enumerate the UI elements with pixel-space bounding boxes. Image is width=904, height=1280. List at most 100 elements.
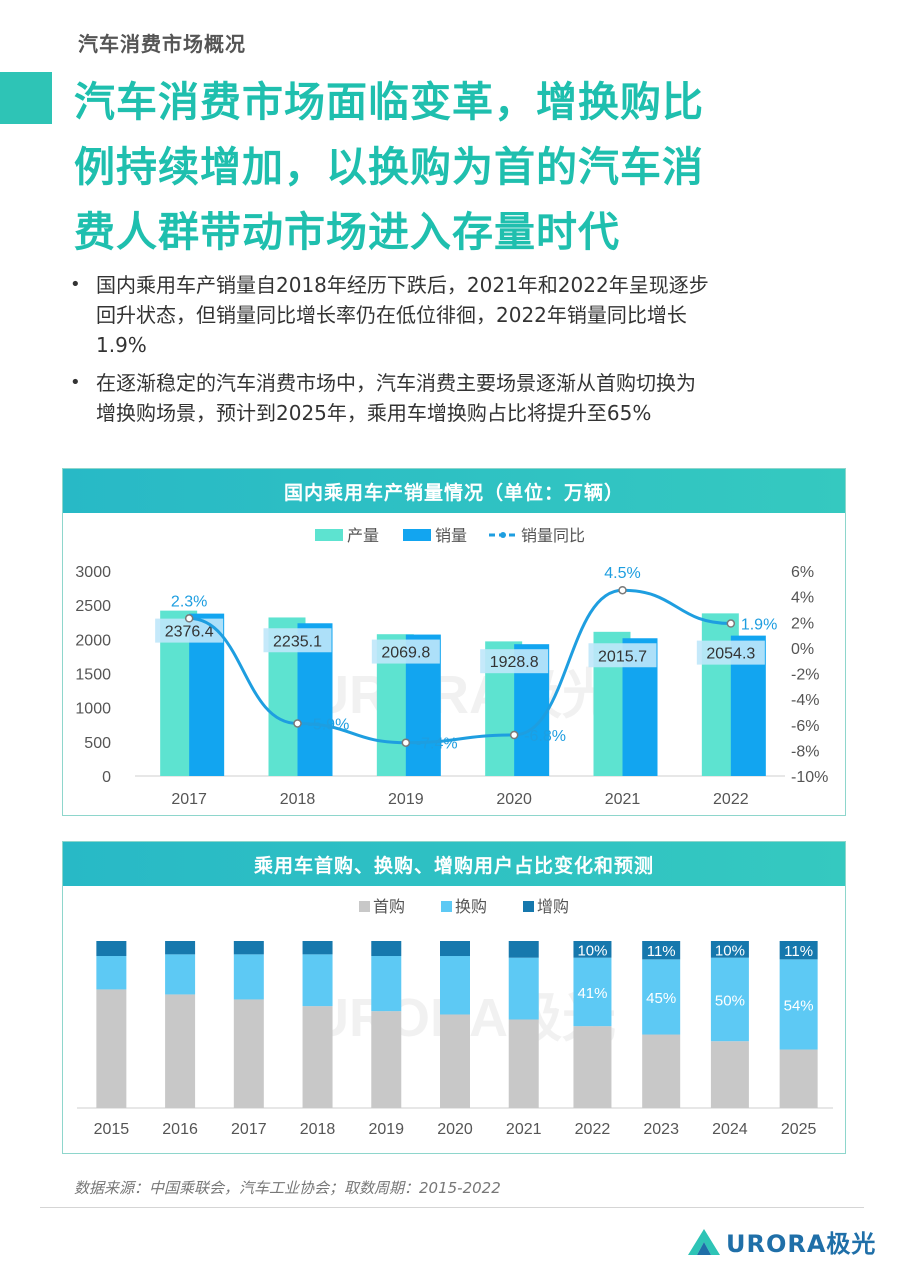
bar-add-2019	[371, 941, 402, 957]
value-label-2017: 2376.4	[165, 624, 214, 641]
yoy-point-2020	[509, 730, 519, 740]
legend-label-0: 首购	[373, 898, 405, 916]
yoy-label-2022: 1.9%	[741, 617, 777, 634]
y-left-tick-3: 1500	[75, 667, 111, 684]
bar-add-2022	[573, 941, 612, 958]
sales-chart: URORA极光 产量 销量 销量同比 0 500 1000 1500 2000 2500 3000 -…	[75, 527, 828, 808]
value-label-2020: 1928.8	[490, 654, 539, 671]
legend-swatch-0	[359, 901, 370, 912]
yoy-point-2017	[184, 614, 194, 623]
y-left-tick-1: 500	[84, 735, 111, 752]
x-tick-2015: 2015	[94, 1121, 130, 1138]
headline-line-3: 费人群带动市场进入存量时代	[74, 208, 620, 256]
bar-first-2021	[508, 1019, 539, 1108]
bullet-item: • 在逐渐稳定的汽车消费市场中，汽车消费主要场景逐渐从首购切换为 增换购场景，预…	[70, 368, 860, 428]
legend-label-1: 销量	[435, 527, 467, 545]
bar-replace-2017	[233, 954, 264, 1000]
bar-replace-2016	[165, 954, 196, 995]
bar-replace-2022	[573, 957, 612, 1027]
yoy-line	[189, 588, 731, 745]
legend-label-2: 销量同比	[521, 527, 585, 545]
replace-label-2023: 45%	[646, 990, 676, 1007]
y-left-tick-6: 3000	[75, 564, 111, 581]
share-chart: URORA极光首购换购增购201520162017201820192020202…	[77, 898, 833, 1138]
y-left-tick-4: 2000	[75, 632, 111, 649]
value-label-bg-2021	[588, 643, 657, 668]
bar-first-2017	[233, 999, 264, 1108]
bar-add-2023	[642, 941, 681, 960]
x-tick-2025: 2025	[781, 1121, 817, 1138]
bar-first-2024	[710, 1041, 749, 1108]
bar-add-2018	[302, 941, 333, 955]
yoy-point-2019	[401, 738, 411, 747]
bullet-1-line-3: 1.9%	[96, 333, 147, 357]
x-tick-2020: 2020	[496, 791, 532, 808]
legend-swatch-1	[403, 529, 431, 541]
replace-label-2025: 54%	[784, 997, 814, 1014]
legend-swatch-1	[441, 901, 452, 912]
bar-first-2023	[642, 1034, 681, 1108]
bullet-2-line-2: 增换购场景，预计到2025年，乘用车增换购占比将提升至65%	[96, 401, 652, 425]
replace-label-2022: 41%	[577, 985, 607, 1002]
x-tick-2019: 2019	[388, 791, 424, 808]
y-right-tick-5: 0%	[791, 641, 814, 658]
y-right-tick-8: 6%	[791, 564, 814, 581]
x-tick-2021: 2021	[605, 791, 641, 808]
bar-replace-2019	[371, 956, 402, 1012]
headline-line-2: 例持续增加，以换购为首的汽车消	[74, 143, 704, 191]
bar-replace-2023	[642, 959, 681, 1035]
add-label-2025: 11%	[784, 943, 813, 960]
footer-divider	[40, 1207, 864, 1208]
bar-replace-2020	[440, 956, 470, 1015]
sales-chart-title: 国内乘用车产销量情况（单位：万辆）	[63, 469, 845, 513]
bar-first-2015	[96, 989, 127, 1108]
x-tick-2019: 2019	[368, 1121, 404, 1138]
legend-swatch-0	[315, 529, 343, 541]
add-label-2022: 10%	[577, 942, 607, 959]
bar-first-2025	[779, 1049, 818, 1108]
y-right-tick-3: -4%	[791, 692, 819, 709]
value-label-2018: 2235.1	[273, 633, 322, 650]
bar-replace-2025	[779, 959, 818, 1050]
x-tick-2021: 2021	[506, 1121, 542, 1138]
bullet-2-line-1: 在逐渐稳定的汽车消费市场中，汽车消费主要场景逐渐从首购切换为	[96, 371, 696, 395]
share-chart-title: 乘用车首购、换购、增购用户占比变化和预测	[63, 842, 845, 886]
bar-add-2017	[233, 941, 264, 955]
watermark-text: URORA极光	[310, 665, 616, 725]
legend-label-1: 换购	[455, 898, 487, 916]
aurora-logo-icon	[688, 1228, 720, 1255]
value-label-bg-2019	[371, 639, 440, 664]
x-tick-2020: 2020	[437, 1121, 473, 1138]
x-tick-2022: 2022	[575, 1121, 611, 1138]
x-tick-2017: 2017	[231, 1121, 267, 1138]
bullet-dot-icon: •	[70, 372, 81, 393]
legend-marker-2	[500, 532, 506, 538]
x-tick-2016: 2016	[162, 1121, 198, 1138]
value-label-bg-2020	[480, 649, 549, 674]
add-label-2023: 11%	[647, 943, 676, 960]
x-tick-2018: 2018	[280, 791, 316, 808]
bar-add-2020	[440, 941, 470, 957]
brand-name: URORA极光	[726, 1230, 877, 1258]
yoy-point-2022	[726, 619, 736, 628]
bar-add-2016	[165, 941, 196, 955]
bar-add-2024	[710, 941, 749, 958]
value-label-2022: 2054.3	[706, 646, 755, 663]
legend-swatch-2	[523, 901, 534, 912]
data-source-note: 数据来源：中国乘联会，汽车工业协会；取数周期：2015-2022	[74, 1179, 501, 1197]
replace-label-2024: 50%	[715, 992, 745, 1009]
yoy-label-2020: -6.8%	[524, 728, 566, 745]
x-tick-2022: 2022	[713, 791, 749, 808]
x-tick-2023: 2023	[643, 1121, 679, 1138]
bullet-list: • 国内乘用车产销量自2018年经历下跌后，2021年和2022年呈现逐步 回升…	[70, 270, 860, 436]
bar-first-2019	[371, 1011, 402, 1108]
value-label-bg-2022	[696, 640, 765, 665]
bullet-1-line-1: 国内乘用车产销量自2018年经历下跌后，2021年和2022年呈现逐步	[96, 273, 709, 297]
bar-first-2020	[440, 1014, 470, 1108]
y-left-tick-5: 2500	[75, 598, 111, 615]
brand-logo: URORA极光	[686, 1224, 876, 1259]
bullet-dot-icon: •	[70, 274, 81, 295]
x-tick-2018: 2018	[300, 1121, 336, 1138]
share-chart-panel: 乘用车首购、换购、增购用户占比变化和预测 URORA极光首购换购增购201520…	[62, 841, 846, 1154]
value-label-2021: 2015.7	[598, 648, 647, 665]
